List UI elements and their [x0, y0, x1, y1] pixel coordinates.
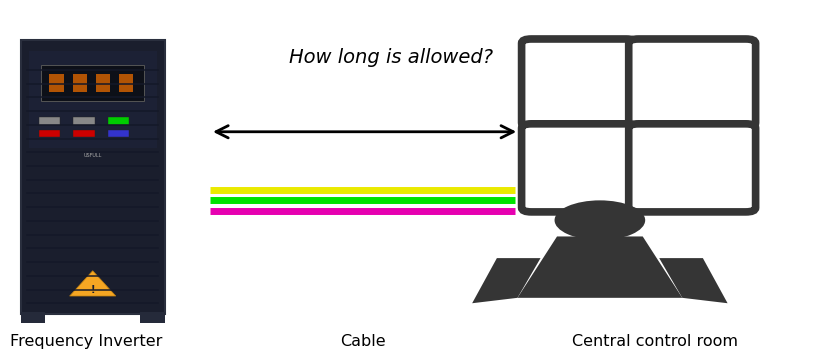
- FancyBboxPatch shape: [41, 65, 144, 101]
- Circle shape: [555, 200, 645, 240]
- Text: Cable: Cable: [339, 334, 386, 349]
- FancyBboxPatch shape: [39, 130, 60, 137]
- Text: !: !: [91, 284, 95, 295]
- FancyBboxPatch shape: [49, 74, 64, 92]
- FancyBboxPatch shape: [73, 117, 95, 125]
- FancyBboxPatch shape: [96, 74, 110, 92]
- FancyBboxPatch shape: [522, 39, 636, 127]
- Text: How long is allowed?: How long is allowed?: [289, 48, 494, 67]
- Polygon shape: [69, 271, 115, 296]
- Polygon shape: [472, 258, 541, 303]
- FancyBboxPatch shape: [21, 312, 45, 323]
- FancyBboxPatch shape: [73, 130, 95, 137]
- Text: Central control room: Central control room: [572, 334, 738, 349]
- FancyBboxPatch shape: [629, 39, 756, 127]
- Text: USFULL: USFULL: [83, 153, 102, 158]
- Polygon shape: [517, 236, 682, 298]
- FancyBboxPatch shape: [119, 74, 133, 92]
- FancyBboxPatch shape: [108, 130, 129, 137]
- FancyBboxPatch shape: [29, 51, 157, 148]
- Text: Frequency Inverter: Frequency Inverter: [11, 334, 162, 349]
- FancyBboxPatch shape: [73, 74, 87, 92]
- FancyBboxPatch shape: [39, 117, 60, 125]
- FancyBboxPatch shape: [140, 312, 165, 323]
- FancyBboxPatch shape: [21, 40, 165, 314]
- FancyBboxPatch shape: [522, 124, 636, 212]
- FancyBboxPatch shape: [629, 124, 756, 212]
- FancyBboxPatch shape: [108, 117, 129, 125]
- Polygon shape: [659, 258, 728, 303]
